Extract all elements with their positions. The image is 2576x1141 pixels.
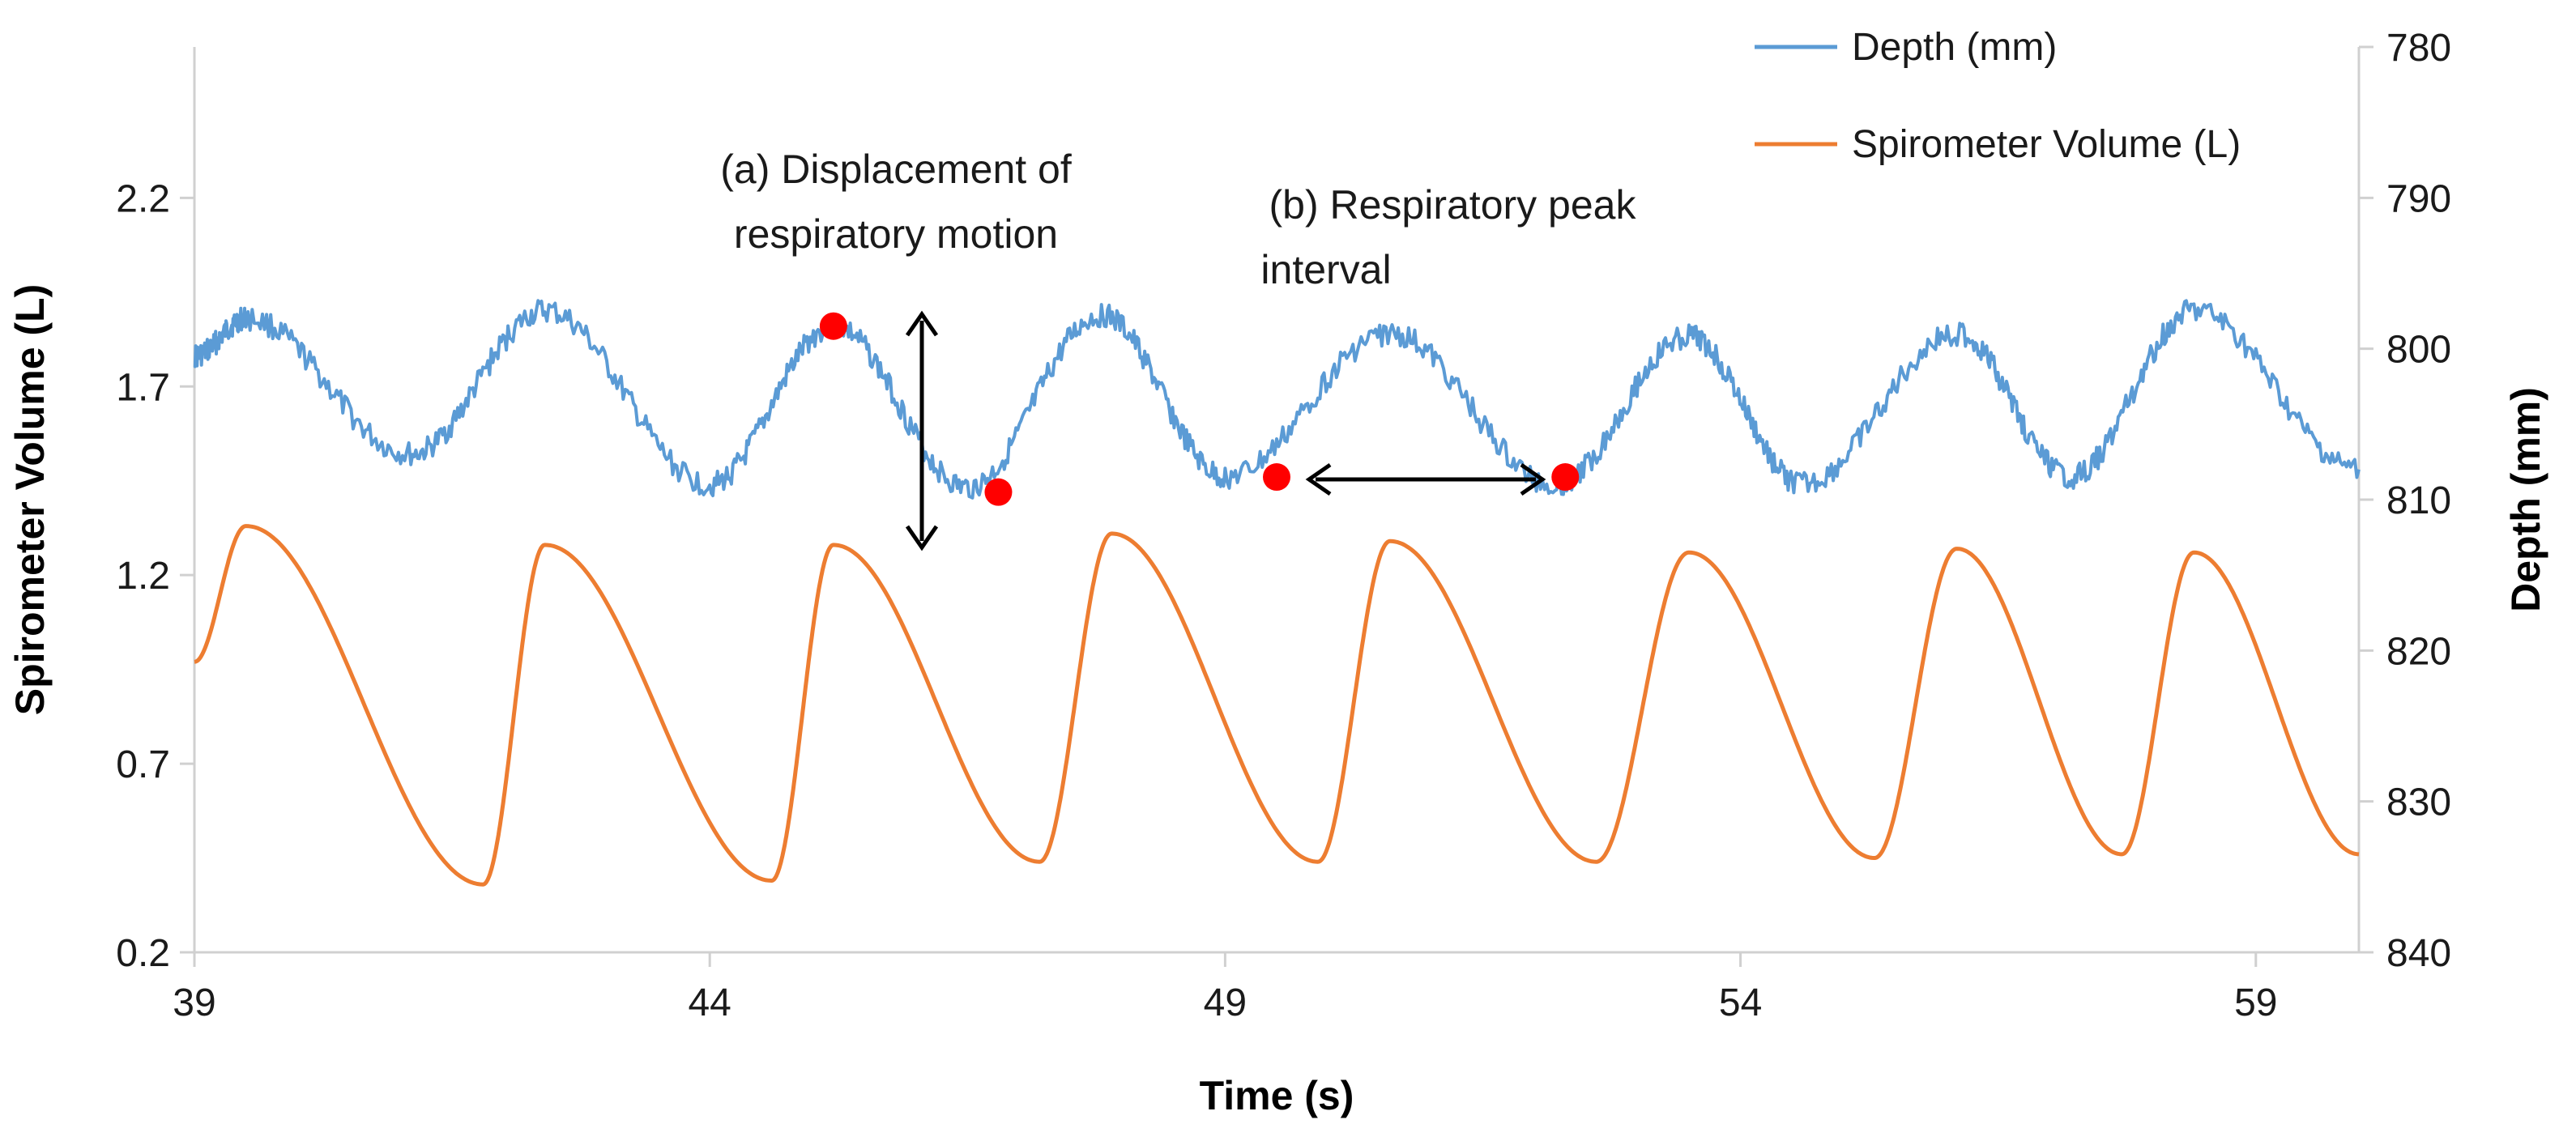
y-left-tick-label: 1.7 (116, 366, 170, 409)
y-axis-left-title: Spirometer Volume (L) (7, 284, 53, 715)
peak-marker (819, 312, 847, 340)
y-right-tick-label: 820 (2386, 630, 2451, 673)
annotation-a-line1: (a) Displacement of (720, 147, 1072, 192)
y-left-tick-label: 1.2 (116, 555, 170, 598)
legend-label-depth: Depth (mm) (1852, 26, 2057, 69)
y-left-tick-label: 2.2 (116, 177, 170, 220)
legend-label-spirometer: Spirometer Volume (L) (1852, 123, 2241, 166)
series-line-spirometer (193, 524, 2360, 887)
x-tick-label: 39 (173, 981, 215, 1024)
peak-marker (1551, 463, 1580, 492)
y-right-tick-label: 790 (2386, 177, 2451, 220)
peak-marker (1263, 463, 1290, 492)
y-right-tick-label: 830 (2386, 781, 2451, 824)
x-tick-label: 49 (1204, 981, 1247, 1024)
y-right-tick-label: 810 (2386, 479, 2451, 522)
y-axis-right-title: Depth (mm) (2503, 387, 2548, 612)
annotation-b-arrow (1305, 462, 1546, 496)
annotation-a-line2: respiratory motion (734, 211, 1058, 257)
y-left-tick-label: 0.7 (116, 743, 170, 786)
ticks: 39 44 49 54 59 0.2 0.7 1.2 1.7 2.2 780 790 800 810 820… (116, 27, 2451, 1024)
x-tick-label: 44 (688, 981, 731, 1024)
x-axis-title: Time (s) (1200, 1073, 1354, 1118)
marker-layer (819, 312, 1580, 506)
annotation-b-line2: interval (1260, 247, 1391, 292)
x-tick-label: 59 (2234, 981, 2277, 1024)
series-line-depth (193, 299, 2361, 500)
y-right-tick-label: 840 (2386, 932, 2451, 975)
series-layer (193, 299, 2361, 887)
y-left-tick-label: 0.2 (116, 932, 170, 975)
x-tick-label: 54 (1719, 981, 1762, 1024)
y-right-tick-label: 800 (2386, 329, 2451, 372)
annotation-a-arrow (905, 310, 939, 551)
y-right-tick-label: 780 (2386, 27, 2451, 70)
peak-marker (984, 478, 1013, 506)
legend: Depth (mm) Spirometer Volume (L) (1755, 26, 2241, 166)
annotation-b-line1: (b) Respiratory peak (1269, 182, 1637, 228)
